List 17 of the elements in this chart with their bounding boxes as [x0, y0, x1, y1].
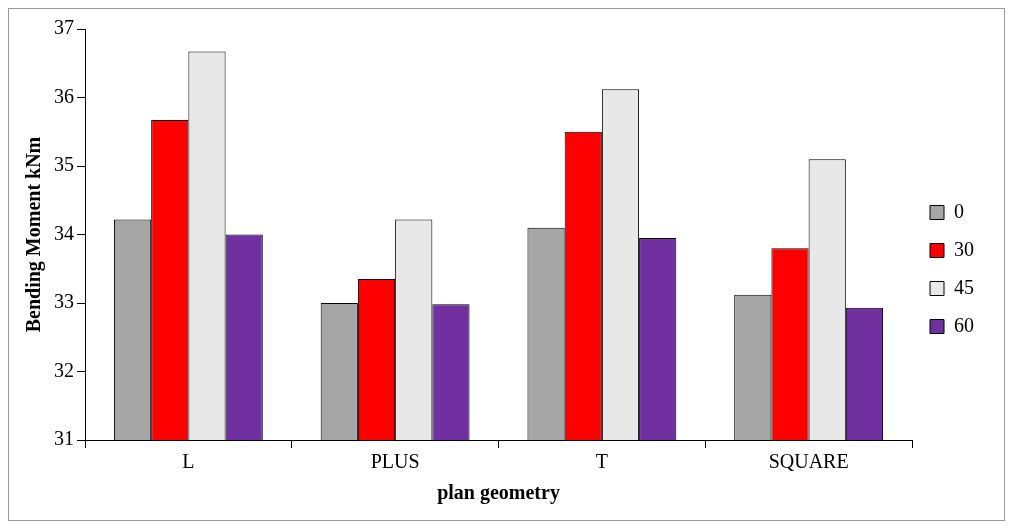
legend-label: 60	[954, 313, 974, 336]
y-tick-label: 34	[54, 221, 74, 244]
y-axis-title: Bending Moment kNm	[22, 136, 46, 333]
x-tick-label: SQUARE	[768, 450, 849, 473]
y-tick-label: 35	[54, 153, 74, 176]
y-tick-label: 31	[54, 427, 74, 450]
y-tick-label: 36	[54, 84, 74, 107]
y-tick-label: 33	[54, 290, 74, 313]
x-tick-label: L	[182, 450, 195, 473]
y-tick-label: 32	[54, 358, 74, 381]
x-tick-label: T	[595, 450, 608, 473]
legend-label: 45	[954, 275, 974, 298]
x-axis-title: plan geometry	[437, 481, 560, 505]
x-tick-label: PLUS	[370, 450, 420, 473]
legend-label: 0	[954, 199, 964, 222]
y-tick-label: 37	[54, 16, 74, 39]
legend-label: 30	[954, 237, 974, 260]
